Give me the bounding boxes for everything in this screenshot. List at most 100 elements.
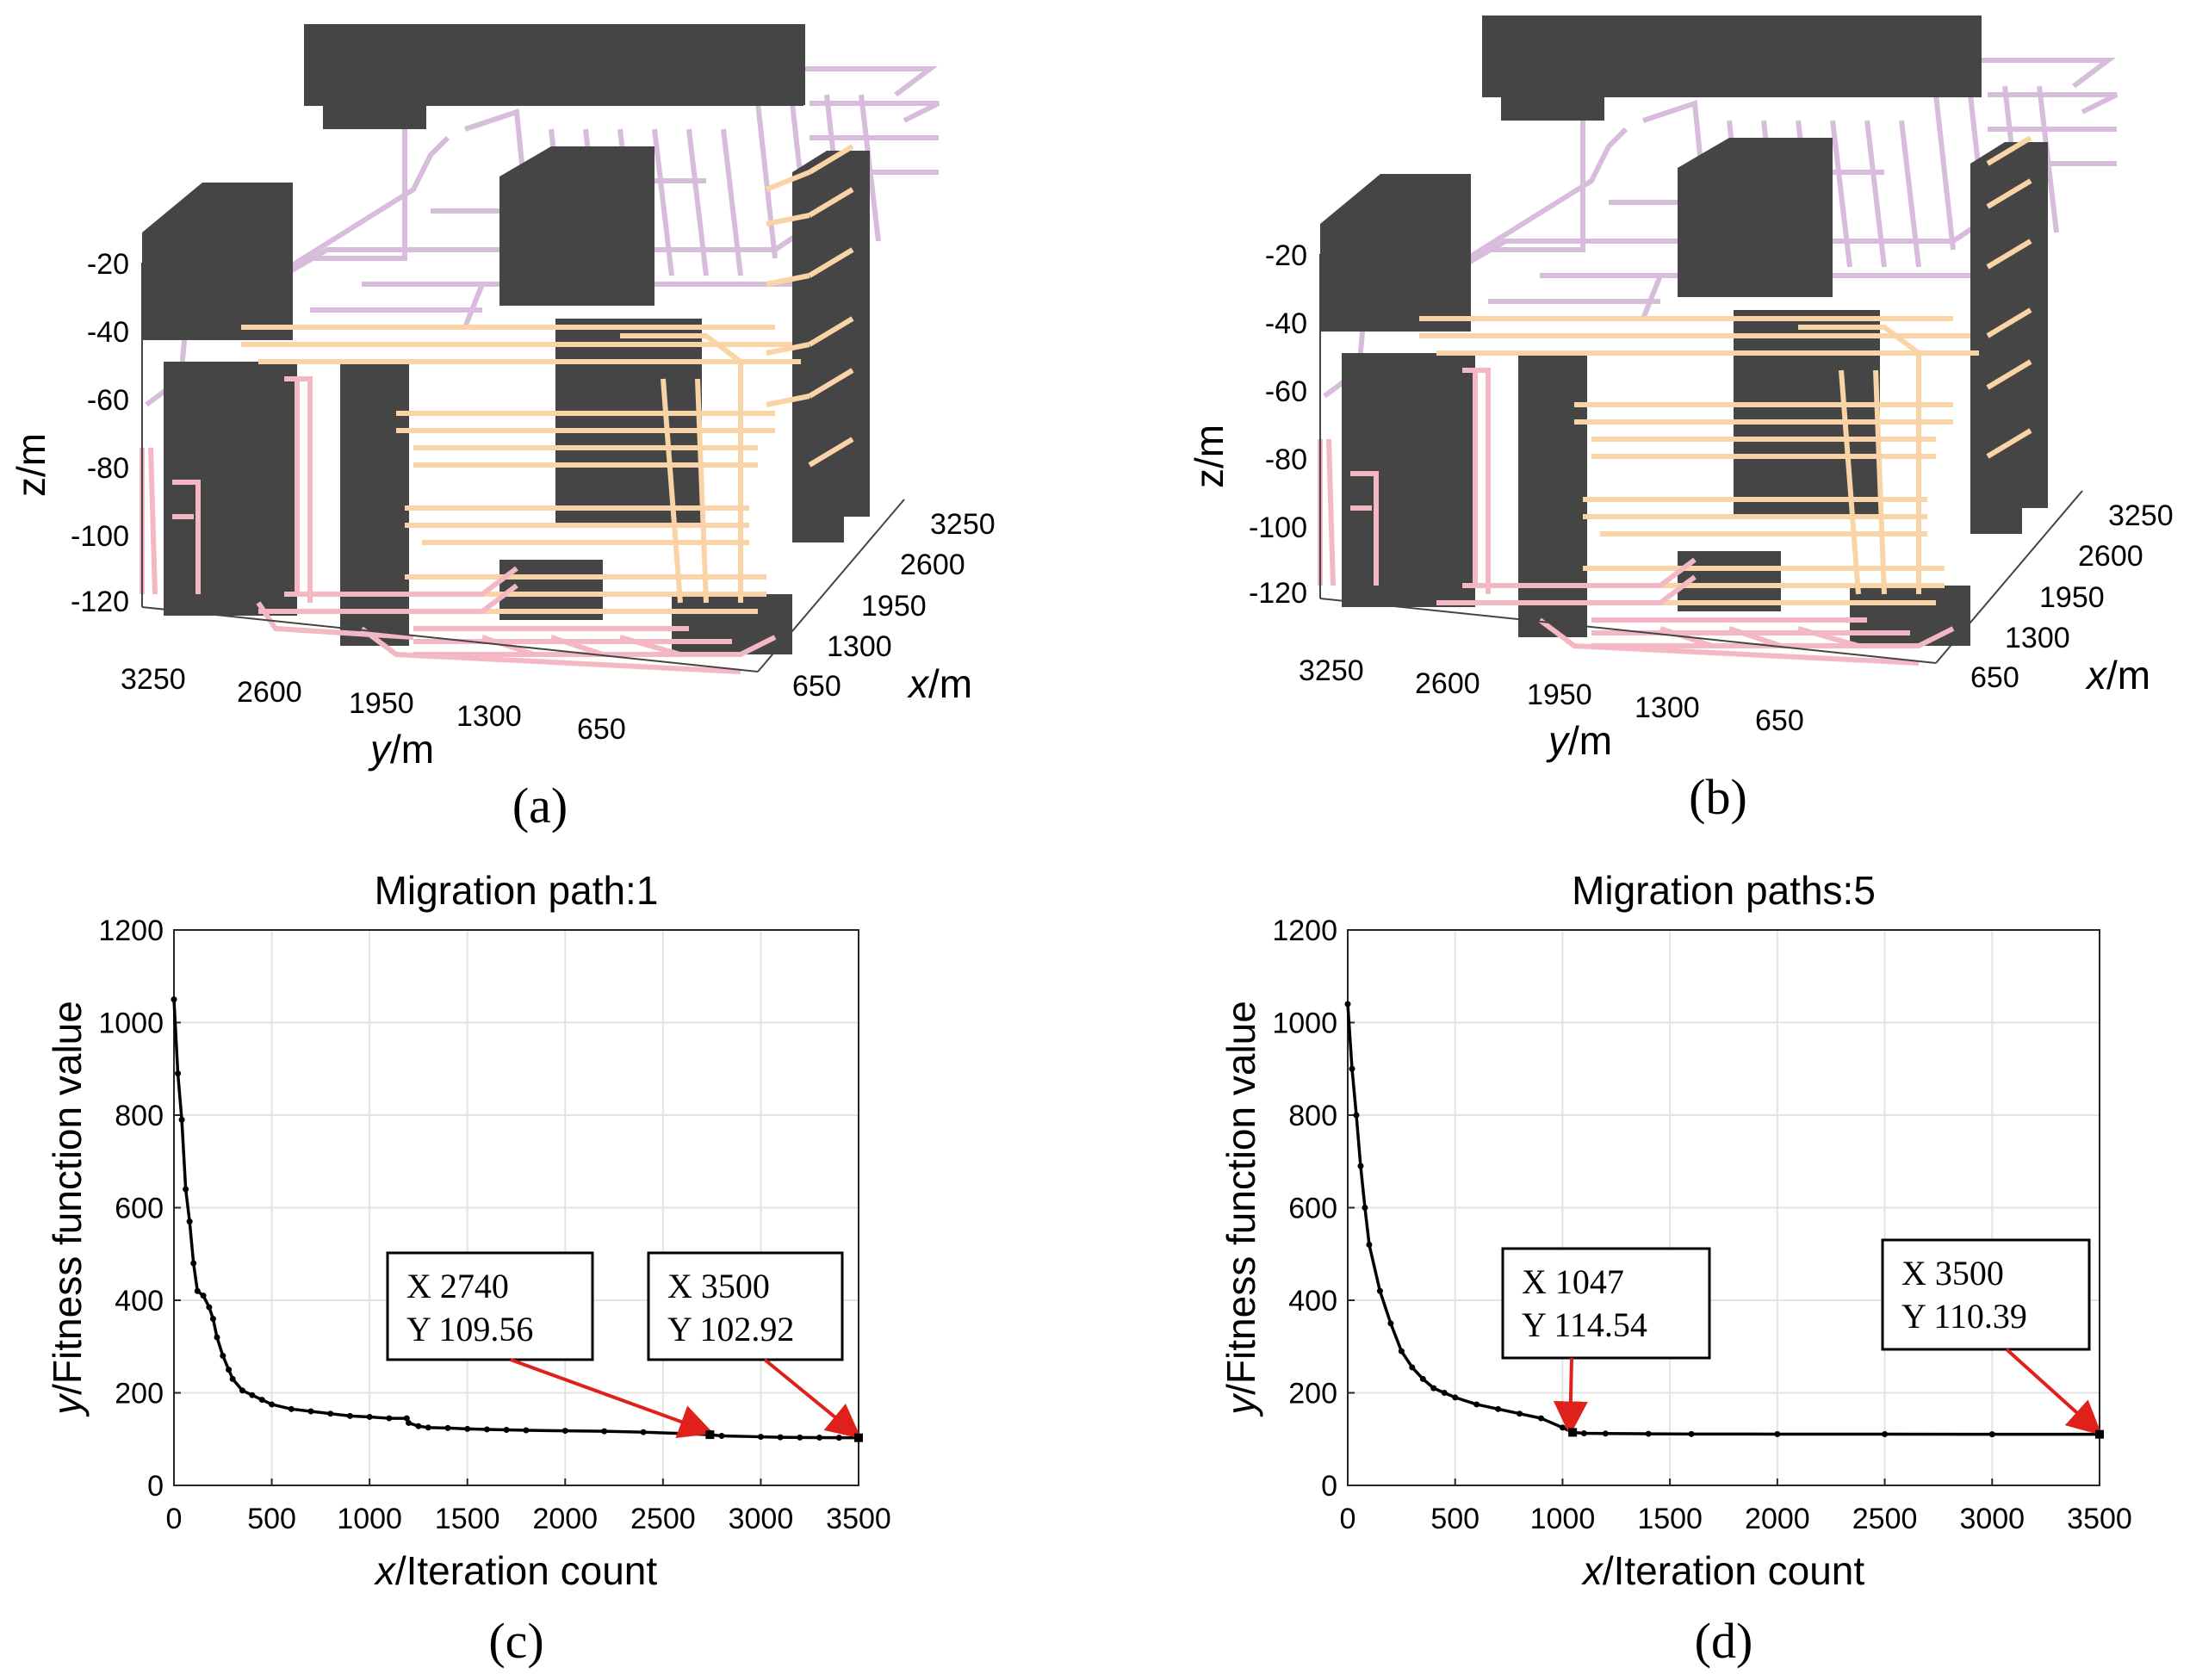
data-point xyxy=(1495,1405,1502,1412)
data-point xyxy=(1387,1320,1394,1327)
orange-migration-paths xyxy=(241,144,854,614)
z-tick: -80 xyxy=(1265,443,1307,476)
y-tick: 3250 xyxy=(1299,654,1364,687)
x-tick-label: 1500 xyxy=(1637,1503,1703,1535)
x-axis-ticks-a: 3250 2600 1950 1300 650 xyxy=(792,508,996,703)
data-point xyxy=(1398,1348,1405,1355)
y-tick-label: 400 xyxy=(1288,1285,1337,1317)
x-tick: 1300 xyxy=(827,630,892,663)
y-tick: 2600 xyxy=(237,676,302,709)
obstacle-blocks xyxy=(142,24,870,654)
x-tick-label: 3000 xyxy=(1959,1503,2025,1535)
data-point xyxy=(190,1260,197,1267)
axes-3d-a xyxy=(141,263,905,673)
y-tick: 1950 xyxy=(1527,679,1592,711)
data-point xyxy=(1419,1375,1426,1382)
data-point xyxy=(1344,1001,1351,1007)
y-tick-label: 800 xyxy=(1288,1100,1337,1132)
datatip-y-value: Y 102.92 xyxy=(667,1310,794,1348)
data-point xyxy=(816,1435,823,1441)
data-point xyxy=(640,1429,647,1435)
z-tick: -100 xyxy=(71,520,129,553)
data-point xyxy=(483,1426,490,1433)
data-point xyxy=(1882,1431,1889,1438)
y-tick-label: 600 xyxy=(1288,1193,1337,1225)
data-point xyxy=(288,1405,295,1412)
data-point xyxy=(797,1434,803,1441)
x-tick-label: 500 xyxy=(247,1503,296,1535)
panel-label-a: (a) xyxy=(512,778,568,834)
datatip-y-value: Y 109.56 xyxy=(406,1310,533,1348)
datatip-box xyxy=(386,1251,594,1361)
datatip-arrow xyxy=(510,1358,714,1438)
x-axis-label: x/m xyxy=(907,661,972,706)
x-tick-label: 2000 xyxy=(532,1503,598,1535)
x-tick-label: 0 xyxy=(1340,1503,1356,1535)
y-tick-label: 1000 xyxy=(98,1007,164,1040)
y-tick-label: 0 xyxy=(147,1470,164,1503)
x-tick-label: 1500 xyxy=(435,1503,500,1535)
datatip-y-value: Y 114.54 xyxy=(1522,1305,1647,1344)
data-point xyxy=(346,1412,353,1419)
y-tick: 1950 xyxy=(349,687,414,720)
data-point xyxy=(1580,1430,1587,1437)
y-tick-label: 600 xyxy=(115,1193,164,1225)
data-point xyxy=(1645,1430,1652,1437)
data-point xyxy=(220,1353,226,1359)
z-tick: -40 xyxy=(87,316,129,349)
y-axis-ticks-b: 3250 2600 1950 1300 650 xyxy=(1299,654,1804,737)
y-axis-label: y/Fitness function value xyxy=(1219,1001,1263,1417)
data-point xyxy=(269,1401,276,1408)
data-point xyxy=(1349,1065,1355,1072)
x-axis-label: x/m xyxy=(2085,653,2150,697)
data-point xyxy=(214,1334,220,1341)
data-point xyxy=(226,1367,233,1373)
data-point xyxy=(1602,1430,1609,1437)
data-point xyxy=(1409,1364,1416,1371)
data-point xyxy=(415,1423,422,1429)
data-point xyxy=(1452,1394,1459,1401)
x-tick-label: 0 xyxy=(166,1503,183,1535)
data-point xyxy=(327,1410,334,1417)
panel-label-b: (b) xyxy=(1689,769,1747,825)
data-point xyxy=(1441,1390,1448,1396)
datatip-x-value: X 3500 xyxy=(667,1267,770,1305)
y-tick: 650 xyxy=(577,713,626,746)
data-point xyxy=(200,1293,207,1299)
y-tick-label: 200 xyxy=(1288,1378,1337,1410)
datatip-marker xyxy=(1568,1428,1578,1437)
data-point xyxy=(679,1430,686,1437)
x-tick-label: 2000 xyxy=(1745,1503,1810,1535)
x-tick: 650 xyxy=(1970,661,2019,694)
data-point xyxy=(194,1287,201,1294)
datatip-arrow xyxy=(2005,1348,2102,1436)
z-tick: -20 xyxy=(87,248,129,281)
z-tick: -120 xyxy=(71,586,129,618)
datatip-x-value: X 1047 xyxy=(1522,1262,1624,1301)
datatip-box xyxy=(1501,1247,1711,1360)
y-tick-label: 0 xyxy=(1321,1470,1337,1503)
data-point xyxy=(1688,1430,1695,1437)
chart-title: Migration paths:5 xyxy=(1572,868,1876,913)
y-tick: 3250 xyxy=(121,663,186,696)
x-tick: 3250 xyxy=(930,508,996,541)
obstacle-blocks xyxy=(1320,15,2048,646)
x-tick: 650 xyxy=(792,670,841,703)
datatip-box xyxy=(1881,1238,2091,1351)
datatip-x-value: X 3500 xyxy=(1901,1254,2004,1293)
x-tick: 1300 xyxy=(2005,622,2070,654)
panel-a-3d-scene: -20 -40 -60 -80 -100 -120 z/m 3250 2600 … xyxy=(9,24,996,834)
data-point xyxy=(178,1116,185,1123)
x-tick-label: 2500 xyxy=(630,1503,696,1535)
x-tick: 1950 xyxy=(2039,581,2105,614)
datatip-y-value: Y 110.39 xyxy=(1901,1297,2027,1336)
x-tick-label: 3500 xyxy=(2067,1503,2132,1535)
data-point xyxy=(444,1424,451,1431)
data-point xyxy=(1559,1424,1566,1431)
data-point xyxy=(249,1392,256,1398)
chart-c: 0 500 1000 1500 2000 2500 3000 3500 0 200 400 600 80… xyxy=(45,868,891,1669)
y-tick: 1300 xyxy=(1635,691,1700,724)
data-point xyxy=(183,1186,189,1193)
x-tick: 2600 xyxy=(900,549,965,581)
